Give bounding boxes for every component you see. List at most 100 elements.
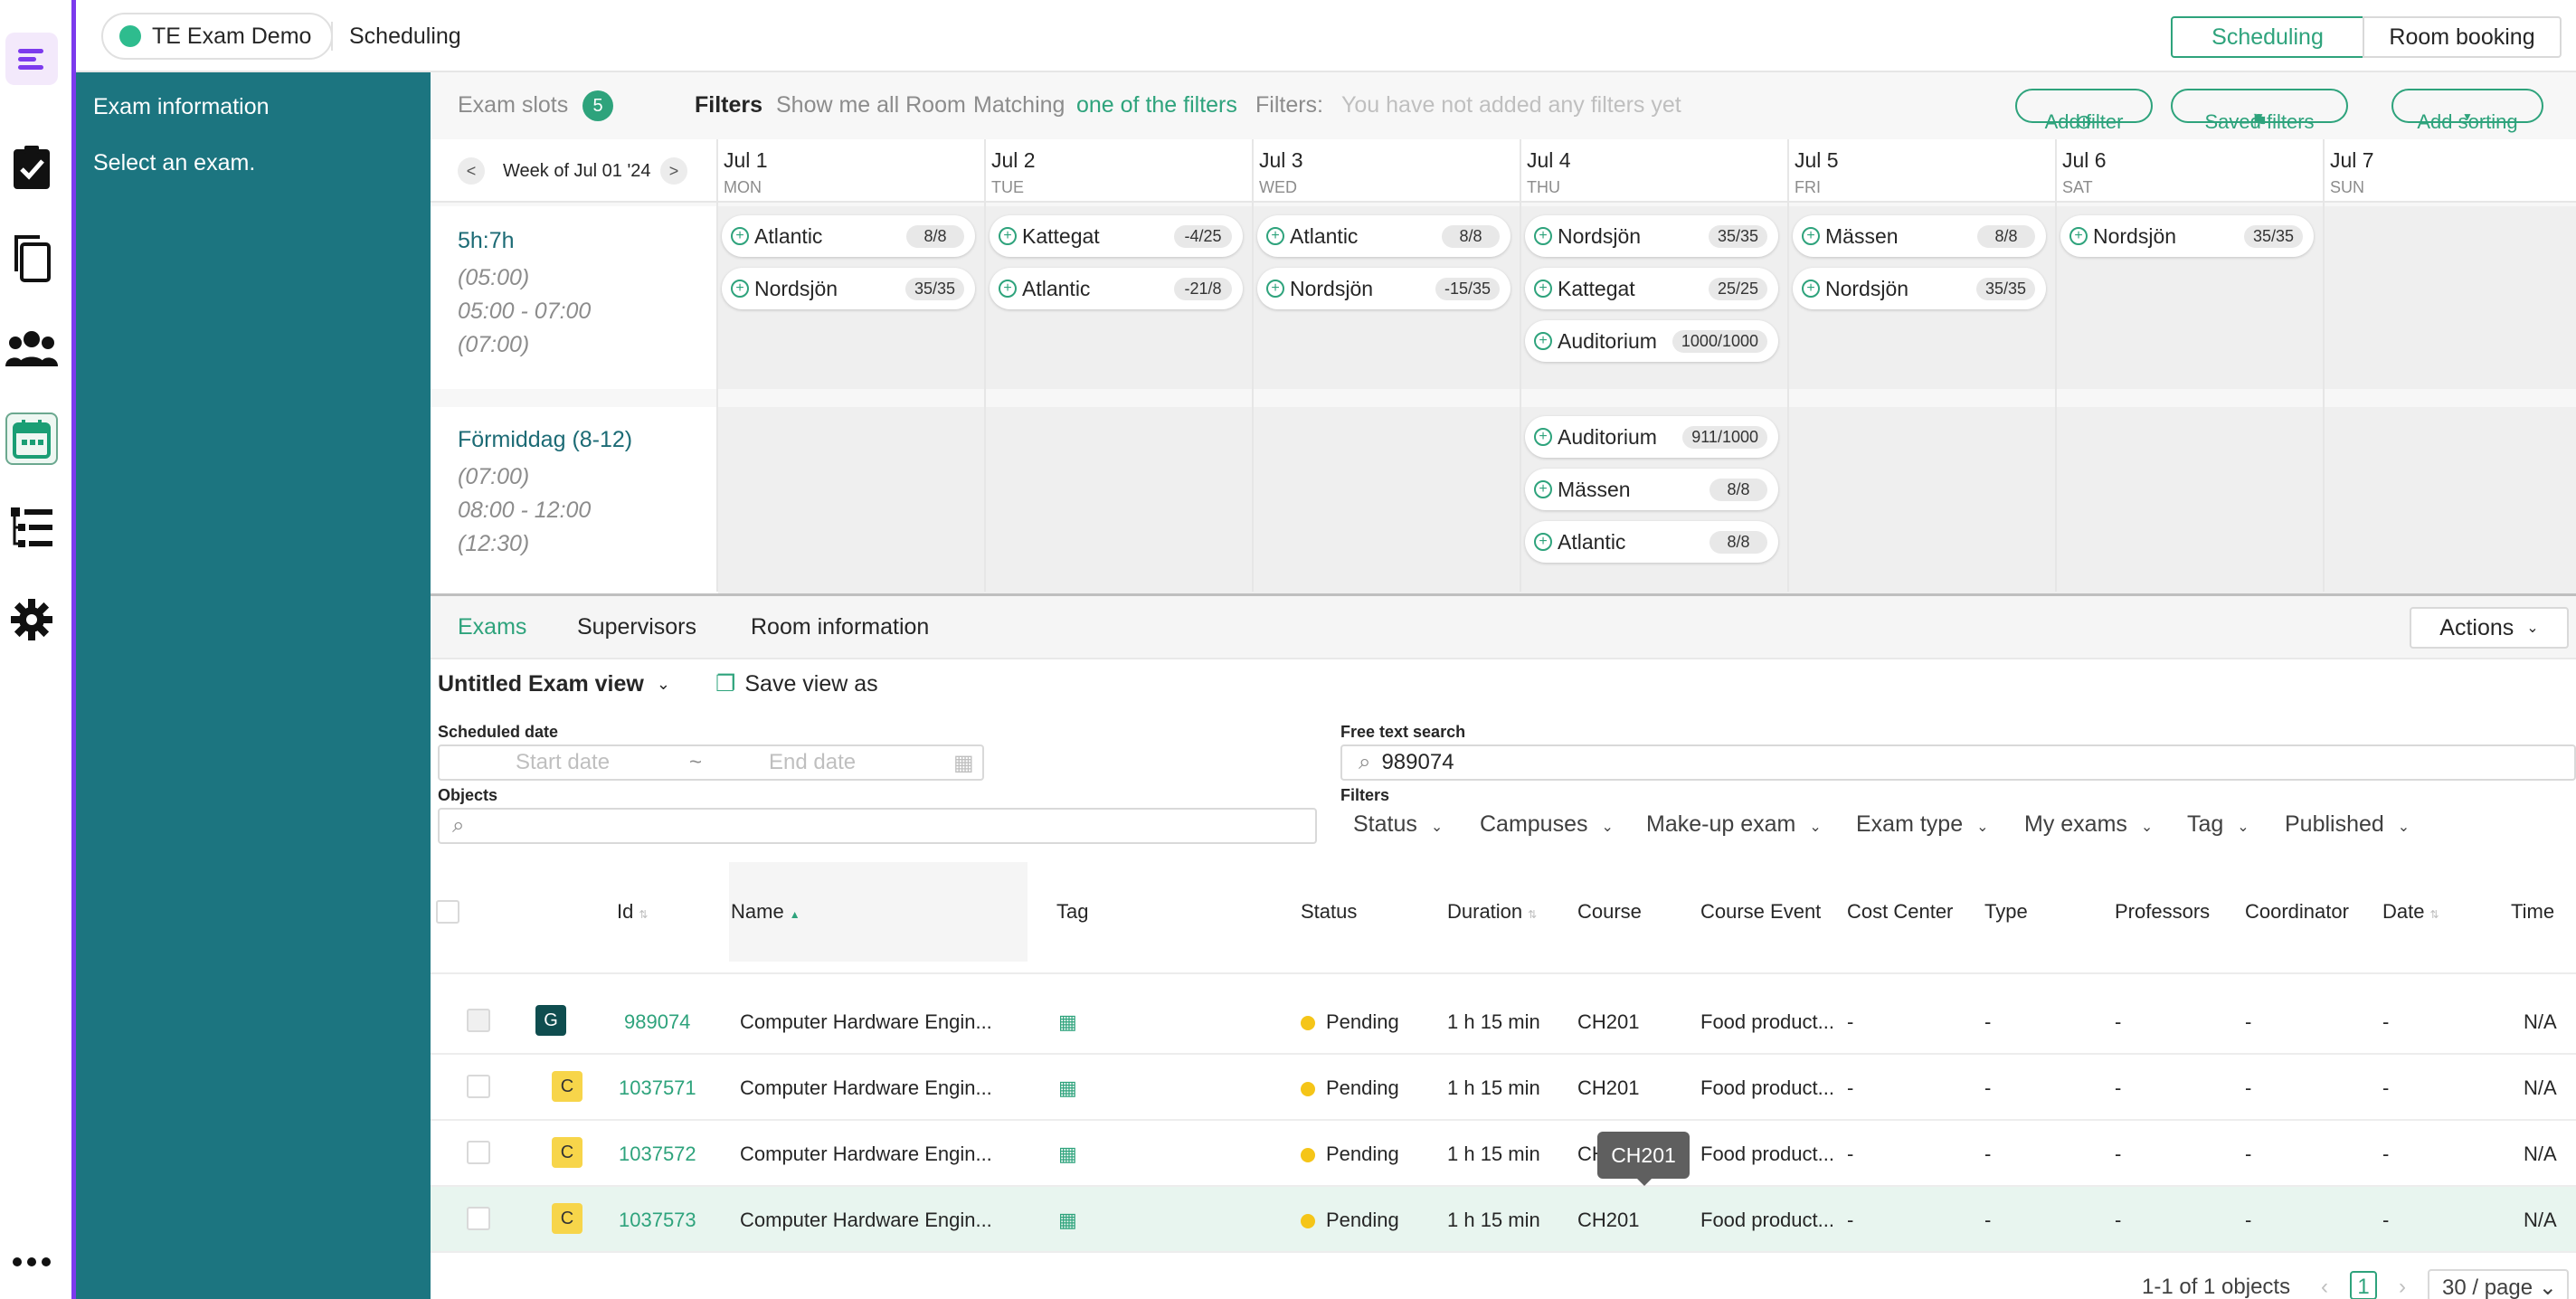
plus-circle-icon[interactable]: + [1802,227,1820,245]
column-id[interactable]: Id ⇅ [617,900,649,923]
exam-id-link[interactable]: 1037573 [619,1209,696,1231]
actions-dropdown[interactable]: Actions ⌄ [2410,607,2569,649]
room-slot-chip[interactable]: + Nordsjön 35/35 [2060,215,2314,257]
plus-circle-icon[interactable]: + [2069,227,2088,245]
saved-filters-button[interactable]: ⚑ Saved filters ▼ [2171,89,2348,133]
day-header: Jul 7 SUN [2330,148,2374,197]
table-row[interactable]: G 989074 Computer Hardware Engin... ▦ Pendin… [431,989,2576,1055]
room-slot-chip[interactable]: + Atlantic 8/8 [722,215,975,257]
room-slot-chip[interactable]: + Nordsjön 35/35 [1793,268,2046,309]
filter-dropdown[interactable]: Published ⌄ [2285,811,2410,837]
status-dot-icon [1301,1082,1315,1097]
filter-dropdown[interactable]: Campuses ⌄ [1480,811,1614,837]
tab-exams[interactable]: Exams [458,614,527,640]
room-slot-chip[interactable]: + Atlantic 8/8 [1257,215,1511,257]
calendar-icon[interactable] [5,412,58,465]
copy-icon[interactable] [5,232,58,284]
timeslot-name[interactable]: 5h:7h [458,228,515,253]
plus-circle-icon[interactable]: + [999,227,1017,245]
exam-id-link[interactable]: 989074 [624,1010,691,1033]
page-1-button[interactable]: 1 [2350,1271,2377,1299]
row-checkbox[interactable] [467,1009,490,1032]
plus-circle-icon[interactable]: + [1534,428,1552,446]
room-slot-chip[interactable]: + Auditorium 1000/1000 [1525,320,1778,362]
date-range-picker[interactable]: Start date ~ End date ▦ [438,744,984,781]
room-slot-chip[interactable]: + Kattegat 25/25 [1525,268,1778,309]
hierarchy-list-icon[interactable] [5,503,58,555]
plus-circle-icon[interactable]: + [1534,280,1552,298]
add-sorting-button[interactable]: Add sorting ▼ [2391,89,2543,133]
room-slot-chip[interactable]: + Auditorium 911/1000 [1525,416,1778,458]
next-page-button[interactable]: › [2399,1275,2406,1299]
plus-circle-icon[interactable]: + [1534,533,1552,551]
room-slot-chip[interactable]: + Mässen 8/8 [1793,215,2046,257]
plus-circle-icon[interactable]: + [1534,332,1552,350]
table-row[interactable]: C 1037573 Computer Hardware Engin... ▦ Pendi… [431,1187,2576,1253]
free-text-search-input[interactable]: ⌕ 989074 [1340,744,2576,781]
filter-dropdown[interactable]: Status ⌄ [1353,811,1444,837]
room-slot-chip[interactable]: + Nordsjön 35/35 [1525,215,1778,257]
room-slot-chip[interactable]: + Atlantic 8/8 [1525,521,1778,563]
column-name[interactable]: Name ▲ [731,900,800,923]
app-logo-icon[interactable] [5,33,58,85]
exam-id-link[interactable]: 1037572 [619,1143,696,1165]
chevron-down-icon[interactable]: ⌄ [656,674,670,693]
more-icon[interactable] [5,1236,58,1288]
show-all-toggle[interactable]: Show me all Room [776,92,966,118]
people-icon[interactable] [5,322,58,375]
row-checkbox[interactable] [467,1141,490,1164]
room-slot-chip[interactable]: + Nordsjön -15/35 [1257,268,1511,309]
plus-circle-icon[interactable]: + [1266,227,1284,245]
plus-circle-icon[interactable]: + [1802,280,1820,298]
plus-circle-icon[interactable]: + [731,280,749,298]
start-date-input[interactable]: Start date [516,750,611,774]
column-date[interactable]: Date ⇅ [2382,900,2439,923]
workspace-selector[interactable]: TE Exam Demo [101,13,334,60]
settings-gear-icon[interactable] [5,593,58,646]
table-row[interactable]: C 1037571 Computer Hardware Engin... ▦ Pendi… [431,1055,2576,1121]
timeslot-name[interactable]: Förmiddag (8-12) [458,427,633,452]
room-booking-tab-button[interactable]: Room booking [2363,16,2562,58]
row-checkbox[interactable] [467,1075,490,1098]
prev-page-button[interactable]: ‹ [2321,1275,2328,1299]
select-all-checkbox[interactable] [436,900,459,924]
plus-circle-icon[interactable]: + [1534,227,1552,245]
room-slot-chip[interactable]: + Kattegat -4/25 [990,215,1243,257]
tab-supervisors[interactable]: Supervisors [577,614,696,640]
room-slot-chip[interactable]: + Nordsjön 35/35 [722,268,975,309]
room-slot-chip[interactable]: + Mässen 8/8 [1525,469,1778,510]
panel-message: Select an exam. [93,150,256,175]
filter-dropdown[interactable]: Tag ⌄ [2187,811,2249,837]
filter-dropdown[interactable]: My exams ⌄ [2024,811,2154,837]
plus-circle-icon[interactable]: + [731,227,749,245]
tag-grid-icon[interactable]: ▦ [1058,1209,1077,1231]
tasks-icon[interactable] [5,141,58,194]
plus-circle-icon[interactable]: + [1266,280,1284,298]
plus-circle-icon[interactable]: + [999,280,1017,298]
objects-search-input[interactable]: ⌕ [438,808,1317,844]
scheduling-tab-button[interactable]: Scheduling [2171,16,2364,58]
room-slot-chip[interactable]: + Atlantic -21/8 [990,268,1243,309]
tag-grid-icon[interactable]: ▦ [1058,1076,1077,1099]
matching-mode-link[interactable]: one of the filters [1076,92,1237,118]
tag-grid-icon[interactable]: ▦ [1058,1010,1077,1033]
time-cell: N/A [2524,1143,2557,1165]
filter-dropdown[interactable]: Exam type ⌄ [1856,811,1989,837]
exam-id-link[interactable]: 1037571 [619,1076,696,1099]
tag-grid-icon[interactable]: ▦ [1058,1143,1077,1165]
row-checkbox[interactable] [467,1207,490,1230]
save-view-button[interactable]: Save view as [744,670,878,697]
add-filter-button[interactable]: ⊕ Add filter [2015,89,2153,133]
column-tag: Tag [1056,900,1089,923]
next-week-button[interactable]: > [660,157,687,185]
filter-dropdown[interactable]: Make-up exam ⌄ [1646,811,1822,837]
table-row[interactable]: C 1037572 Computer Hardware Engin... ▦ Pendi… [431,1121,2576,1187]
end-date-input[interactable]: End date [769,750,857,774]
view-name-dropdown[interactable]: Untitled Exam view [438,670,644,697]
column-duration[interactable]: Duration ⇅ [1447,900,1538,923]
timeslot-label: 5h:7h (05:00) 05:00 - 07:00 (07:00) [458,228,591,358]
prev-week-button[interactable]: < [458,157,485,185]
plus-circle-icon[interactable]: + [1534,480,1552,498]
page-size-select[interactable]: 30 / page ⌄ [2428,1269,2569,1299]
tab-room-information[interactable]: Room information [751,614,930,640]
